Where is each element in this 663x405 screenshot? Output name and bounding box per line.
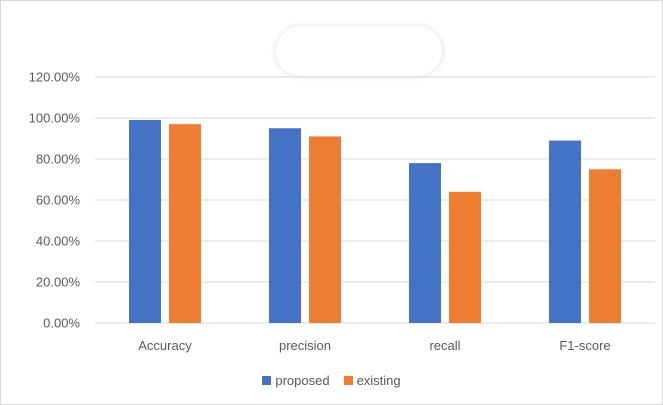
y-tick-label: 80.00%: [36, 152, 81, 167]
legend-swatch-existing: [343, 375, 353, 385]
y-tick-label: 20.00%: [36, 275, 81, 290]
y-tick-label: 100.00%: [29, 111, 81, 126]
legend: proposed existing: [0, 370, 663, 390]
y-tick-label: 60.00%: [36, 193, 81, 208]
legend-label-existing: existing: [356, 372, 401, 388]
bar-proposed-Accuracy[interactable]: [129, 120, 161, 323]
x-axis-categories: Accuracy precision recall F1-score: [138, 338, 610, 353]
y-tick-label: 40.00%: [36, 234, 81, 249]
x-category-label: precision: [279, 338, 331, 353]
y-tick-label: 0.00%: [43, 316, 80, 331]
legend-item-proposed[interactable]: proposed: [262, 372, 330, 388]
bars: [129, 120, 621, 324]
legend-swatch-proposed: [262, 375, 272, 385]
bar-existing-Accuracy[interactable]: [169, 124, 201, 324]
bar-existing-precision[interactable]: [309, 136, 341, 323]
x-category-label: F1-score: [559, 338, 610, 353]
chart-title-placeholder: [276, 26, 442, 76]
bar-proposed-precision[interactable]: [269, 128, 301, 323]
bar-proposed-F1-score[interactable]: [549, 140, 581, 323]
y-axis-ticks: 0.00% 20.00% 40.00% 60.00% 80.00% 100.00% 120.…: [29, 70, 81, 331]
x-category-label: recall: [429, 338, 460, 353]
legend-label-proposed: proposed: [275, 372, 330, 388]
x-category-label: Accuracy: [138, 338, 192, 353]
bar-proposed-recall[interactable]: [409, 163, 441, 323]
legend-item-existing[interactable]: existing: [343, 372, 401, 388]
bar-existing-recall[interactable]: [449, 191, 481, 323]
y-tick-label: 120.00%: [29, 70, 81, 85]
bar-existing-F1-score[interactable]: [589, 169, 621, 323]
